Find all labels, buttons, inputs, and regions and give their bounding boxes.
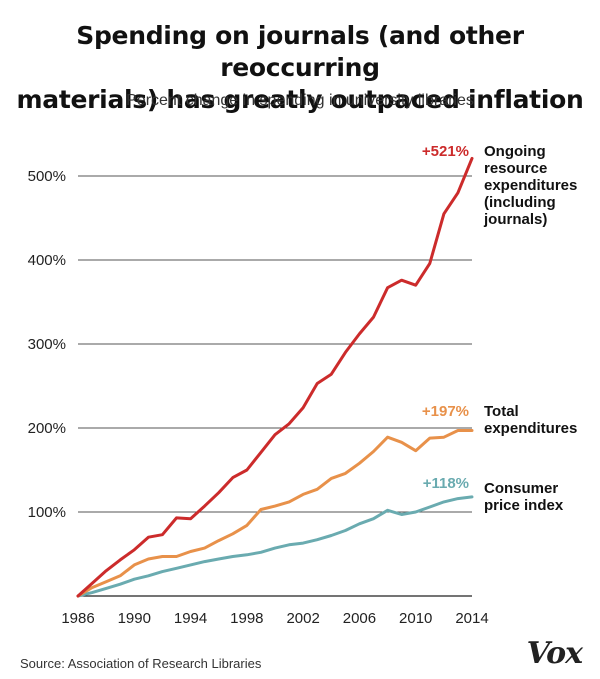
- series-line-cpi: [76, 495, 474, 598]
- y-axis-tick-labels: 100% 200% 300% 400% 500%: [28, 168, 66, 521]
- y-tick-label: 200%: [28, 420, 66, 437]
- series-line-ongoing: [76, 156, 474, 598]
- series-name-label-cpi: Consumer: [484, 480, 558, 497]
- x-tick-label: 2006: [343, 610, 376, 627]
- series-name-label-cpi: price index: [484, 497, 564, 514]
- y-tick-label: 400%: [28, 252, 66, 269]
- chart-subtitle: Percent change in spending in university…: [126, 92, 474, 109]
- series-name-label-ongoing: resource: [484, 160, 547, 177]
- chart-title: Spending on journals (and other reoccurr…: [0, 20, 600, 116]
- end-value-label-cpi: +118%: [423, 475, 469, 492]
- series-name-label-ongoing: expenditures: [484, 177, 577, 194]
- source-note: Source: Association of Research Librarie…: [20, 656, 262, 671]
- x-tick-label: 2014: [455, 610, 488, 627]
- x-tick-label: 1994: [174, 610, 207, 627]
- series-line-total: [76, 429, 474, 598]
- y-tick-label: 300%: [28, 336, 66, 353]
- end-value-label-ongoing: +521%: [422, 143, 469, 160]
- x-axis-tick-labels: 1986 1990 1994 1998 2002 2006 2010 2014: [61, 610, 488, 627]
- chart-title-line-1: Spending on journals (and other reoccurr…: [76, 21, 524, 82]
- x-tick-label: 2002: [286, 610, 319, 627]
- series-labels: +521% Ongoingresourceexpenditures(includi…: [422, 143, 578, 514]
- series-name-label-ongoing: (including: [484, 194, 556, 211]
- x-tick-label: 1986: [61, 610, 94, 627]
- y-tick-label: 100%: [28, 504, 66, 521]
- series-name-label-ongoing: Ongoing: [484, 143, 546, 160]
- series-lines: [76, 156, 474, 598]
- series-name-label-total: expenditures: [484, 420, 577, 437]
- series-name-label-total: Total: [484, 403, 519, 420]
- y-tick-label: 500%: [28, 168, 66, 185]
- grid-lines: [78, 175, 472, 597]
- x-tick-label: 2010: [399, 610, 432, 627]
- vox-logo: Vox: [526, 636, 583, 671]
- series-name-label-ongoing: journals): [483, 211, 547, 228]
- x-tick-label: 1998: [230, 610, 263, 627]
- chart-title-line-2: materials) has greatly outpaced inflatio…: [16, 85, 584, 114]
- end-value-label-total: +197%: [422, 403, 469, 420]
- x-tick-label: 1990: [118, 610, 151, 627]
